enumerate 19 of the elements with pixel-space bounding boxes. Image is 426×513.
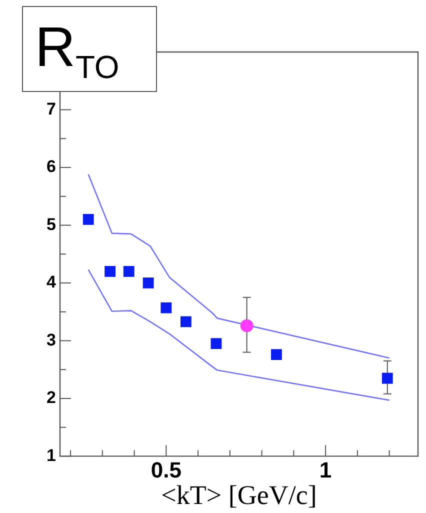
point <box>142 278 154 288</box>
point <box>210 338 222 350</box>
y-tick-label: 7 <box>46 99 56 118</box>
y-tick-label: 5 <box>46 214 56 234</box>
x-tick-label: 0.5 <box>150 457 182 482</box>
point <box>160 302 172 314</box>
point <box>82 214 94 225</box>
point <box>123 266 134 277</box>
y-tick-label: 2 <box>46 388 56 408</box>
y-tick-label: 6 <box>46 157 56 176</box>
point <box>271 349 282 360</box>
chart-title: R$_{TO}$ <box>22 6 157 92</box>
point <box>104 266 116 277</box>
point <box>240 319 254 332</box>
point <box>180 316 192 328</box>
y-tick-label: 4 <box>46 272 57 292</box>
x-axis-title: <kT> [GeV/c] <box>161 480 317 510</box>
point <box>382 372 393 384</box>
y-tick-label: 3 <box>46 330 56 350</box>
